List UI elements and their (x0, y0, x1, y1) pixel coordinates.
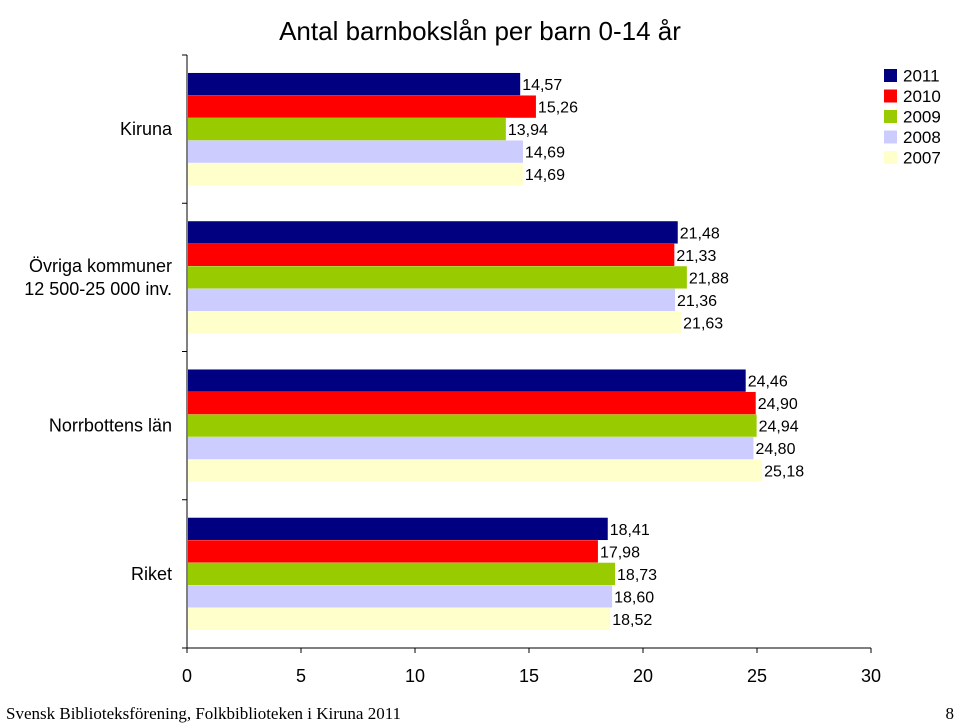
bar-2008 (188, 140, 523, 163)
category-label: Riket (131, 564, 172, 584)
legend-label: 2010 (903, 87, 941, 106)
axes: 0 5 10 15 20 25 30 Kiruna Övriga kommuner 12 500-… (24, 54, 881, 686)
bar-2009 (188, 562, 616, 586)
legend-swatch (884, 110, 897, 123)
bar-2007 (188, 459, 763, 482)
legend-swatch (884, 89, 897, 103)
data-label: 18,41 (610, 522, 650, 539)
footer-source: Svensk Biblioteksförening, Folkbibliotek… (6, 704, 402, 723)
bar-2008 (188, 436, 754, 460)
data-label: 24,90 (758, 396, 798, 413)
bar-2009 (188, 414, 757, 437)
x-tick-label: 25 (747, 666, 767, 686)
bar-2010 (188, 391, 756, 415)
x-tick-label: 10 (405, 666, 425, 686)
category-label: Övriga kommuner 12 500-25 000 inv. (24, 256, 172, 299)
x-tick-label: 5 (296, 666, 306, 686)
x-tick-label: 15 (519, 666, 539, 686)
x-tick-label: 30 (861, 666, 881, 686)
legend-label: 2009 (903, 108, 941, 127)
data-label: 21,48 (680, 225, 720, 242)
data-label: 21,88 (689, 270, 729, 287)
bar-2007 (188, 162, 523, 186)
legend-swatch (884, 151, 897, 164)
legend-label: 2011 (903, 67, 940, 86)
bar-2010 (188, 243, 675, 267)
data-label: 13,94 (508, 122, 548, 139)
legend-swatch (884, 69, 897, 82)
data-label: 14,69 (525, 145, 565, 162)
bar-2010 (188, 95, 536, 118)
legend-label: 2007 (903, 149, 941, 168)
data-label: 24,46 (748, 374, 788, 391)
bar-2007 (188, 607, 611, 631)
data-label: 24,80 (755, 441, 795, 458)
bar-2008 (188, 585, 613, 608)
data-label: 14,69 (525, 167, 565, 184)
data-label: 15,26 (538, 100, 578, 117)
data-label: 21,36 (677, 293, 717, 310)
data-label: 17,98 (600, 544, 640, 561)
legend-swatch (884, 130, 897, 144)
bar-2010 (188, 540, 598, 563)
bar-2009 (188, 266, 687, 289)
x-tick-label: 20 (633, 666, 653, 686)
bar-2011 (188, 72, 521, 96)
data-label: 18,60 (614, 589, 654, 606)
page-number: 8 (945, 704, 955, 723)
data-label: 18,73 (617, 567, 657, 584)
bar-2011 (188, 221, 678, 244)
bar-2011 (188, 369, 746, 392)
data-label: 21,33 (676, 248, 716, 265)
bars: 14,57 15,26 13,94 14,69 14,69 21,48 21,33 21,88… (188, 72, 804, 631)
category-label: Norrbottens län (49, 416, 172, 436)
x-tick-label: 0 (182, 666, 192, 686)
bar-2011 (188, 517, 608, 541)
data-label: 24,94 (759, 419, 799, 436)
data-label: 14,57 (522, 77, 562, 94)
category-label: Kiruna (120, 119, 173, 139)
data-label: 25,18 (764, 464, 804, 481)
bar-2009 (188, 117, 506, 141)
bar-2008 (188, 288, 676, 312)
chart-title: Antal barnbokslån per barn 0-14 år (279, 16, 681, 46)
legend-label: 2008 (903, 128, 941, 147)
data-label: 21,63 (683, 315, 723, 332)
bar-2007 (188, 311, 682, 334)
data-label: 18,52 (612, 612, 652, 629)
